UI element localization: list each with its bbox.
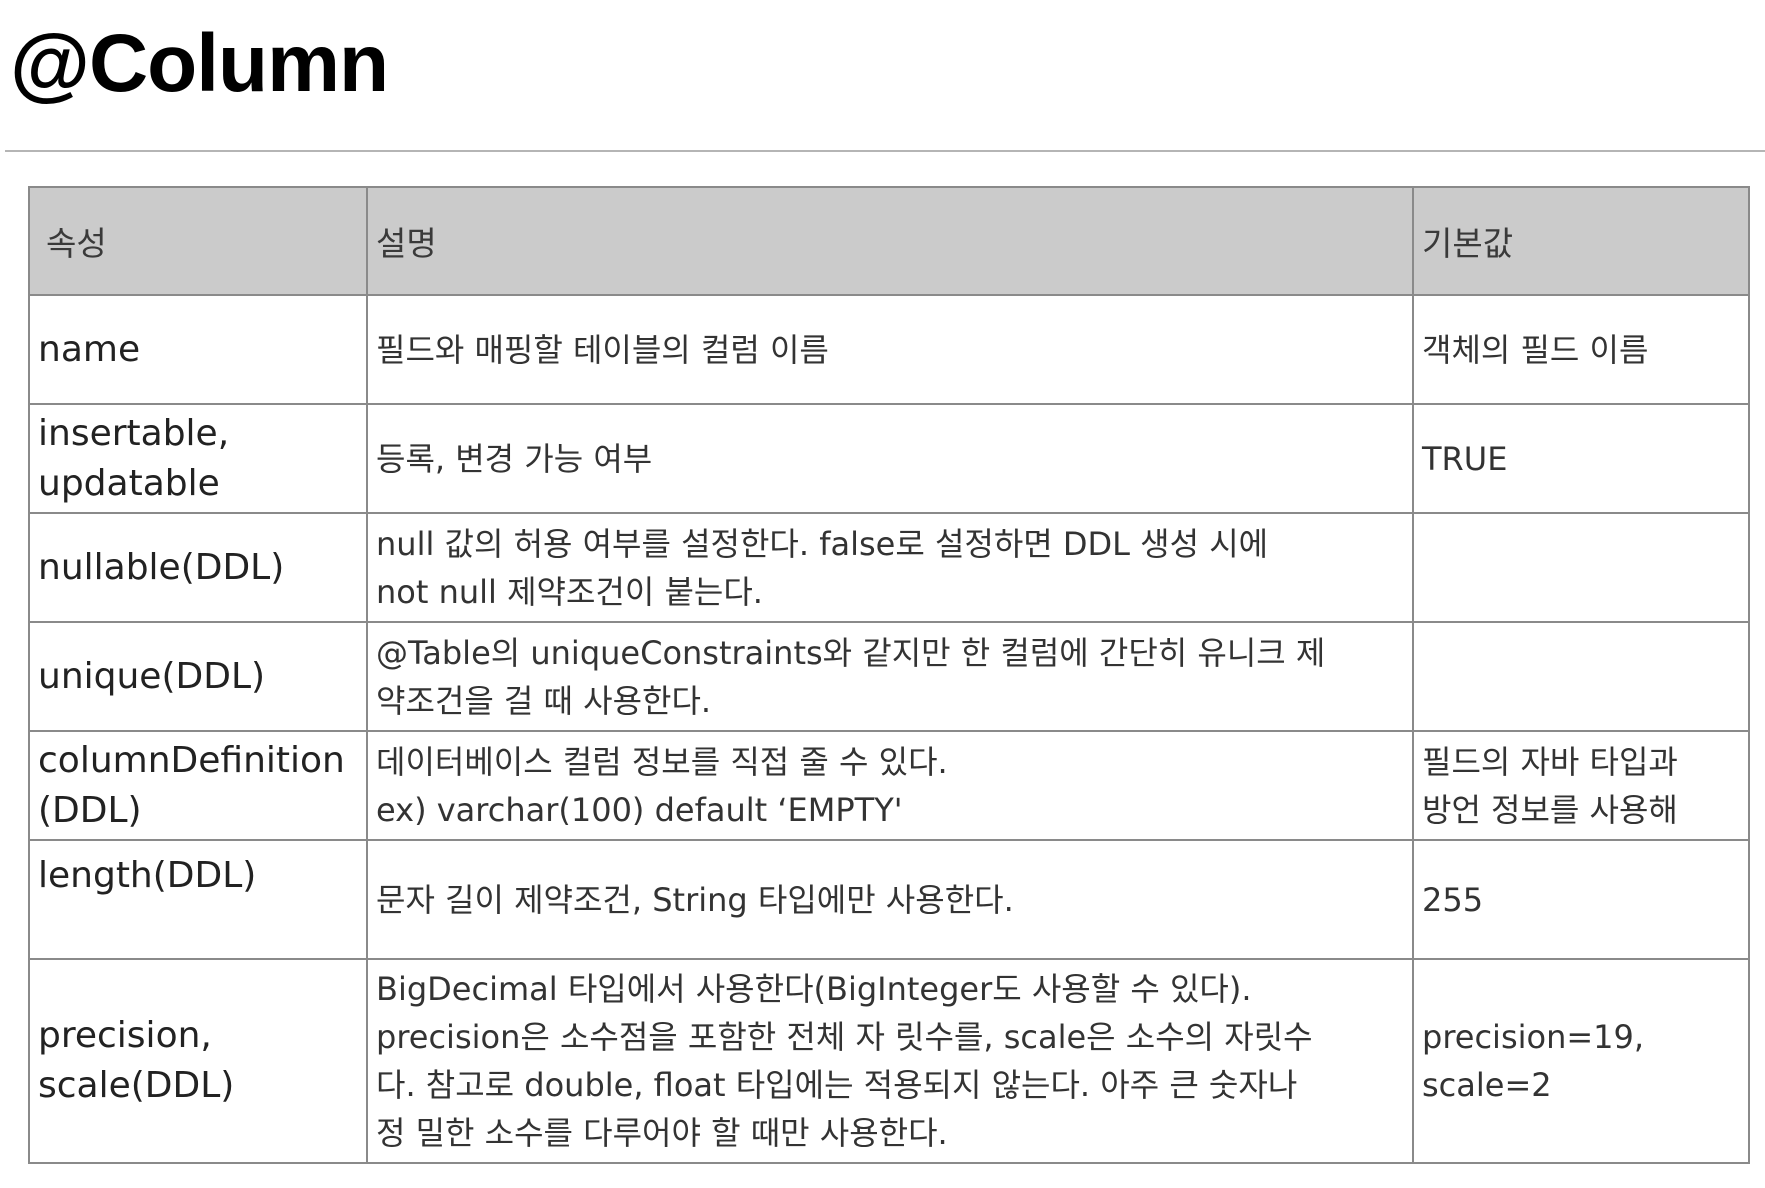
- default-value: TRUE: [1422, 439, 1508, 478]
- attribute-name: length(DDL): [38, 855, 257, 896]
- description-line: BigDecimal 타입에서 사용한다(BigInteger도 사용할 수 있…: [376, 970, 1252, 1008]
- attribute-name-cell: name: [28, 294, 368, 405]
- header-attribute: 속성: [28, 186, 368, 296]
- description-line: 등록, 변경 가능 여부: [376, 439, 653, 478]
- header-default: 기본값: [1412, 186, 1750, 296]
- table-header-row: 속성 설명 기본값: [28, 186, 1750, 296]
- description-line: 데이터베이스 컬럼 정보를 직접 줄 수 있다.: [376, 742, 948, 781]
- description-line: precision은 소수점을 포함한 전체 자 릿수를, scale은 소수의…: [376, 1018, 1313, 1056]
- default-cell: 255: [1412, 839, 1750, 960]
- description-line: 약조건을 걸 때 사용한다.: [376, 681, 712, 720]
- description-line: null 값의 허용 여부를 설정한다. false로 설정하면 DDL 생성 …: [376, 524, 1269, 563]
- default-value: 255: [1422, 880, 1484, 919]
- attribute-name: scale(DDL): [38, 1065, 235, 1106]
- table-row: precision, scale(DDL) BigDecimal 타입에서 사용…: [28, 958, 1750, 1164]
- description-line: 다. 참고로 double, float 타입에는 적용되지 않는다. 아주 큰…: [376, 1066, 1298, 1104]
- description-line: 정 밀한 소수를 다루어야 할 때만 사용한다.: [376, 1114, 948, 1152]
- default-value: 필드의 자바 타입과: [1422, 742, 1678, 781]
- table-row: unique(DDL) @Table의 uniqueConstraints와 같…: [28, 621, 1750, 732]
- description-cell: 필드와 매핑할 테이블의 컬럼 이름: [366, 294, 1414, 405]
- attribute-name: precision,: [38, 1015, 212, 1056]
- description-cell: 등록, 변경 가능 여부: [366, 403, 1414, 514]
- page-title: @Column: [10, 18, 389, 109]
- table-row: nullable(DDL) null 값의 허용 여부를 설정한다. false…: [28, 512, 1750, 623]
- default-cell: precision=19, scale=2: [1412, 958, 1750, 1164]
- table-row: length(DDL) 문자 길이 제약조건, String 타입에만 사용한다…: [28, 839, 1750, 960]
- default-cell: 객체의 필드 이름: [1412, 294, 1750, 405]
- attribute-name: insertable,: [38, 412, 230, 454]
- description-line: 필드와 매핑할 테이블의 컬럼 이름: [376, 330, 829, 369]
- default-value: 방언 정보를 사용해: [1422, 790, 1678, 829]
- attribute-name: updatable: [38, 462, 220, 504]
- attribute-name-cell: nullable(DDL): [28, 512, 368, 623]
- description-cell: 문자 길이 제약조건, String 타입에만 사용한다.: [366, 839, 1414, 960]
- attribute-name: unique(DDL): [38, 655, 266, 697]
- table-row: columnDefinition (DDL) 데이터베이스 컬럼 정보를 직접 …: [28, 730, 1750, 841]
- attribute-name-cell: insertable, updatable: [28, 403, 368, 514]
- attribute-name: columnDefinition: [38, 739, 345, 781]
- attribute-name: (DDL): [38, 789, 142, 831]
- description-line: @Table의 uniqueConstraints와 같지만 한 컬럼에 간단히…: [376, 633, 1326, 672]
- attribute-name-cell: precision, scale(DDL): [28, 958, 368, 1164]
- default-cell: 필드의 자바 타입과 방언 정보를 사용해: [1412, 730, 1750, 841]
- default-value: 객체의 필드 이름: [1422, 330, 1649, 369]
- title-divider: [5, 150, 1765, 152]
- attribute-name: name: [38, 328, 141, 370]
- description-line: ex) varchar(100) default ‘EMPTY': [376, 790, 903, 829]
- default-value: precision=19,: [1422, 1018, 1645, 1056]
- default-cell: [1412, 621, 1750, 732]
- attribute-name: nullable(DDL): [38, 546, 285, 588]
- header-description: 설명: [366, 186, 1414, 296]
- default-cell: [1412, 512, 1750, 623]
- default-value: scale=2: [1422, 1066, 1552, 1104]
- description-cell: BigDecimal 타입에서 사용한다(BigInteger도 사용할 수 있…: [366, 958, 1414, 1164]
- attribute-name-cell: unique(DDL): [28, 621, 368, 732]
- table-row: name 필드와 매핑할 테이블의 컬럼 이름 객체의 필드 이름: [28, 294, 1750, 405]
- column-attributes-table: 속성 설명 기본값 name 필드와 매핑할 테이블의 컬럼 이름 객체의 필드…: [28, 186, 1750, 1164]
- description-line: not null 제약조건이 붙는다.: [376, 572, 763, 611]
- attribute-name-cell: columnDefinition (DDL): [28, 730, 368, 841]
- description-cell: 데이터베이스 컬럼 정보를 직접 줄 수 있다. ex) varchar(100…: [366, 730, 1414, 841]
- description-line: 문자 길이 제약조건, String 타입에만 사용한다.: [376, 880, 1014, 919]
- description-cell: null 값의 허용 여부를 설정한다. false로 설정하면 DDL 생성 …: [366, 512, 1414, 623]
- table-row: insertable, updatable 등록, 변경 가능 여부 TRUE: [28, 403, 1750, 514]
- description-cell: @Table의 uniqueConstraints와 같지만 한 컬럼에 간단히…: [366, 621, 1414, 732]
- default-cell: TRUE: [1412, 403, 1750, 514]
- attribute-name-cell: length(DDL): [28, 839, 368, 960]
